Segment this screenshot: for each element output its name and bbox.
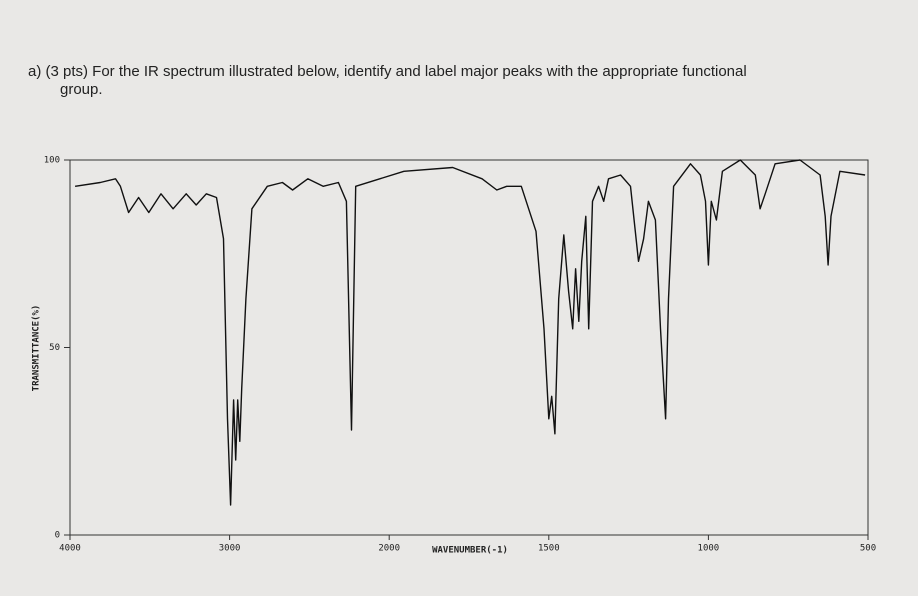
y-tick-label: 50 xyxy=(49,343,60,353)
x-tick-label: 1500 xyxy=(538,544,560,554)
y-tick-label: 100 xyxy=(44,156,60,166)
y-tick-label: 0 xyxy=(55,531,60,541)
x-tick-label: 1000 xyxy=(698,544,720,554)
y-axis-label: TRANSMITTANCE(%) xyxy=(32,305,42,392)
x-tick-label: 3000 xyxy=(219,544,241,554)
x-tick-label: 4000 xyxy=(59,544,81,554)
x-axis-label: WAVENUMBER(-1) xyxy=(432,546,508,556)
question: a) (3 pts) For the IR spectrum illustrat… xyxy=(28,63,747,80)
question-continued: group. xyxy=(60,81,103,98)
x-tick-label: 500 xyxy=(860,544,876,554)
spectrum-line xyxy=(74,159,866,506)
x-tick-label: 2000 xyxy=(378,544,400,554)
